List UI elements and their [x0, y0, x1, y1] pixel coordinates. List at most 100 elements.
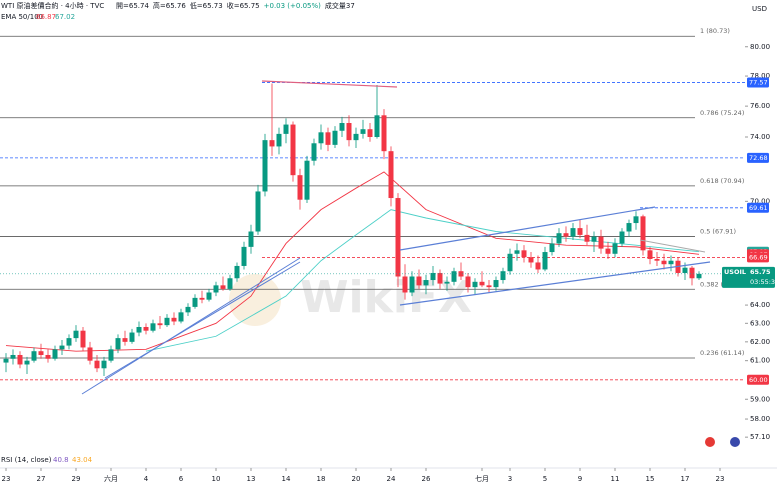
candle-body	[283, 124, 289, 134]
countdown: 03:55:33	[750, 278, 777, 286]
candle-body	[290, 124, 296, 176]
candle-body	[248, 231, 254, 247]
x-tick-label: 26	[422, 475, 431, 483]
channel-upper	[399, 206, 656, 251]
candle-body	[122, 338, 128, 342]
candle-body	[129, 332, 135, 342]
x-tick-label: 20	[352, 475, 361, 483]
candle-body	[73, 330, 79, 339]
candle-body	[353, 133, 359, 141]
candle-body	[10, 354, 16, 359]
x-tick-label: 15	[646, 475, 655, 483]
candle-body	[206, 292, 212, 300]
x-tick-label: 14	[282, 475, 291, 483]
candle-body	[661, 260, 667, 265]
price-badge-text: 77.57	[749, 78, 768, 86]
candle-body	[24, 360, 30, 365]
candle-body	[507, 253, 513, 272]
price-badge-text: 66.69	[749, 253, 768, 261]
candle-body	[612, 243, 618, 254]
candle-body	[486, 285, 492, 288]
candle-body	[444, 281, 450, 284]
candle-body	[185, 306, 191, 313]
candle-body	[521, 250, 527, 258]
candle-body	[479, 281, 485, 286]
y-tick-label: 80.00	[750, 43, 770, 51]
last-symbol: USOIL	[724, 268, 746, 276]
y-tick-label: 64.00	[750, 301, 770, 309]
candle-body	[528, 257, 534, 263]
price-badge-text: 60.00	[749, 376, 768, 384]
watermark: WikiFX	[229, 272, 472, 326]
price-badge	[747, 152, 769, 163]
price-badge	[747, 77, 769, 88]
candle-body	[626, 223, 632, 232]
candle-body	[682, 267, 688, 273]
candle-body	[178, 312, 184, 322]
channel-lower	[399, 261, 711, 306]
rsi-value: 43.04	[72, 456, 93, 464]
symbol: WTI 原油差價合約 · 4小時 · TVC	[1, 1, 104, 10]
candle-body	[115, 338, 121, 350]
candle-body	[402, 276, 408, 293]
candle-body	[87, 347, 93, 361]
candle-body	[94, 360, 100, 369]
candle-body	[297, 175, 303, 200]
candle-body	[437, 272, 443, 284]
candle-body	[339, 123, 345, 131]
candle-body	[192, 297, 198, 307]
x-tick-label: 六月	[104, 474, 118, 483]
fib-label: 0.236 (61.14)	[700, 349, 744, 357]
candle-body	[276, 133, 282, 147]
candle-body	[304, 160, 310, 200]
ema100-value: 67.02	[55, 13, 75, 21]
candle-body	[395, 198, 401, 277]
fib-label: 1 (80.73)	[700, 27, 730, 35]
candle-body	[591, 236, 597, 242]
candle-body	[318, 132, 324, 144]
header-value: 開=65.74	[116, 2, 149, 10]
candle-body	[59, 345, 65, 350]
candle-body	[465, 276, 471, 288]
candle-body	[199, 297, 205, 300]
candle-body	[213, 285, 219, 293]
candle-body	[143, 326, 149, 331]
candle-body	[514, 250, 520, 254]
candle-body	[241, 246, 247, 266]
candle-body	[325, 132, 331, 145]
y-tick-label: 62.00	[750, 338, 770, 346]
y-tick-label: 57.10	[750, 433, 770, 441]
y-tick-label: 76.00	[750, 102, 770, 110]
candle-body	[381, 115, 387, 152]
x-tick-label: 11	[611, 475, 620, 483]
trendline	[81, 257, 301, 395]
trendline-gray	[639, 239, 706, 253]
last-price-badge	[722, 266, 775, 288]
candle-body	[633, 216, 639, 224]
candle-body	[542, 252, 548, 270]
price-badge	[747, 374, 769, 385]
y-tick-label: 58.00	[750, 415, 770, 423]
x-tick-label: 七月	[475, 474, 489, 483]
price-badge-text: 72.68	[749, 154, 768, 162]
candle-body	[101, 360, 107, 369]
x-tick-label: 27	[37, 475, 46, 483]
candle-body	[367, 129, 373, 138]
candle-body	[388, 151, 394, 199]
x-tick-label: 17	[681, 475, 690, 483]
y-tick-label: 61.00	[750, 357, 770, 365]
candle-body	[668, 260, 674, 265]
candle-body	[598, 236, 604, 249]
candle-body	[430, 272, 436, 281]
x-tick-label: 10	[212, 475, 221, 483]
candle-body	[45, 354, 51, 359]
price-badge	[747, 202, 769, 213]
candle-body	[31, 351, 37, 361]
x-tick-label: 4	[144, 475, 149, 483]
header-value: 高=65.76	[153, 1, 186, 10]
candle-body	[346, 123, 352, 141]
x-tick-label: 29	[72, 475, 81, 483]
x-tick-label: 24	[387, 475, 396, 483]
candle-body	[150, 323, 156, 331]
